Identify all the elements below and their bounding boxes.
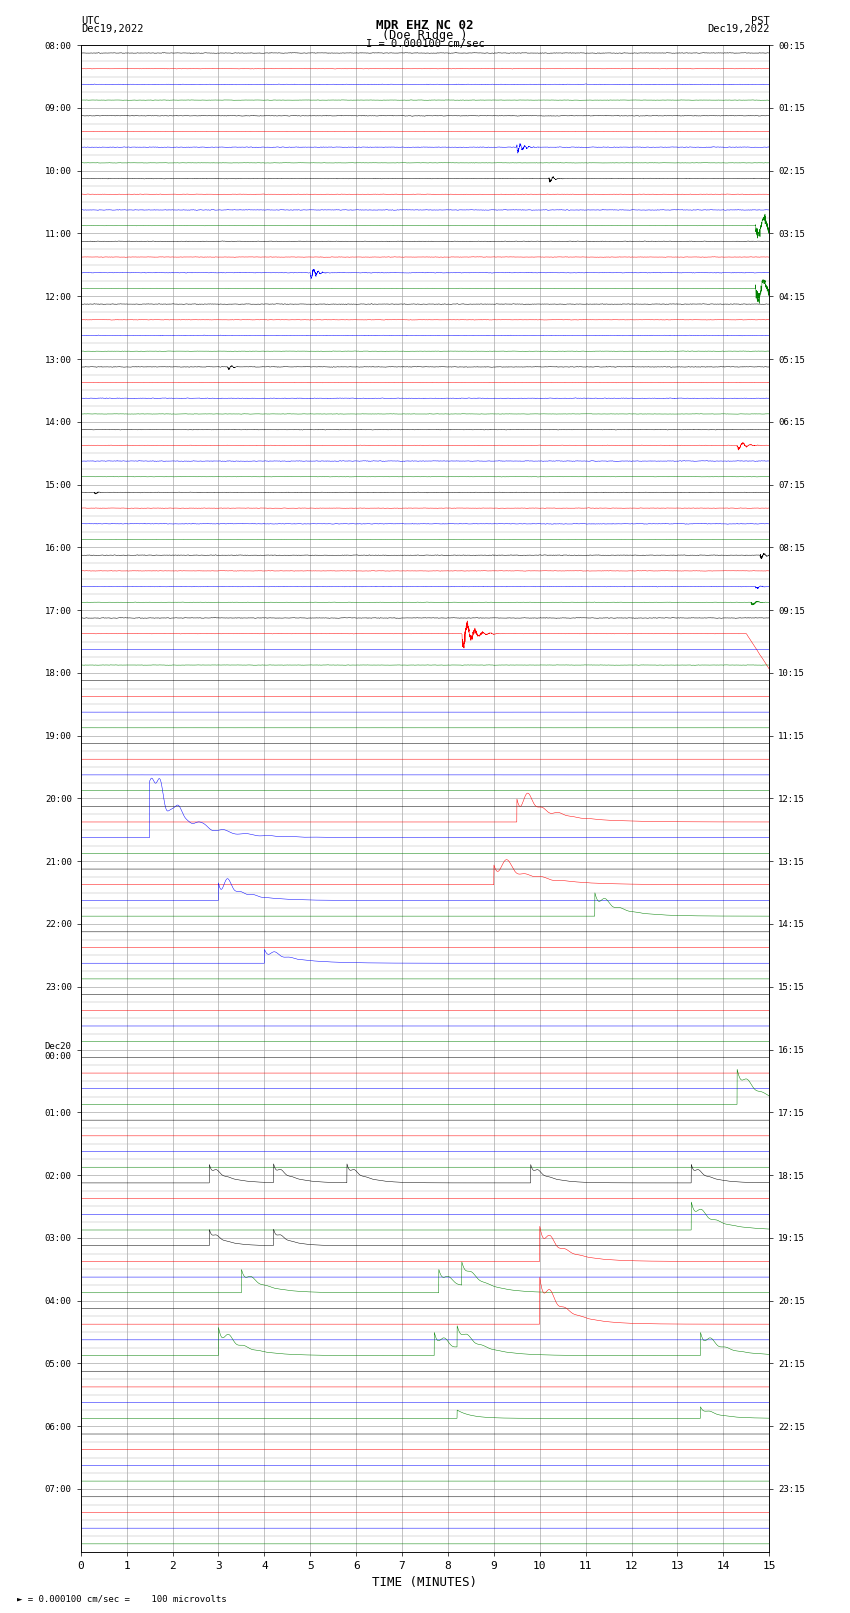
Text: PST: PST xyxy=(751,16,769,26)
Text: I = 0.000100 cm/sec: I = 0.000100 cm/sec xyxy=(366,39,484,48)
Text: ► = 0.000100 cm/sec =    100 microvolts: ► = 0.000100 cm/sec = 100 microvolts xyxy=(17,1594,227,1603)
Text: UTC: UTC xyxy=(81,16,99,26)
X-axis label: TIME (MINUTES): TIME (MINUTES) xyxy=(372,1576,478,1589)
Text: Dec19,2022: Dec19,2022 xyxy=(706,24,769,34)
Text: (Doe Ridge ): (Doe Ridge ) xyxy=(382,29,468,42)
Text: MDR EHZ NC 02: MDR EHZ NC 02 xyxy=(377,19,473,32)
Text: Dec19,2022: Dec19,2022 xyxy=(81,24,144,34)
